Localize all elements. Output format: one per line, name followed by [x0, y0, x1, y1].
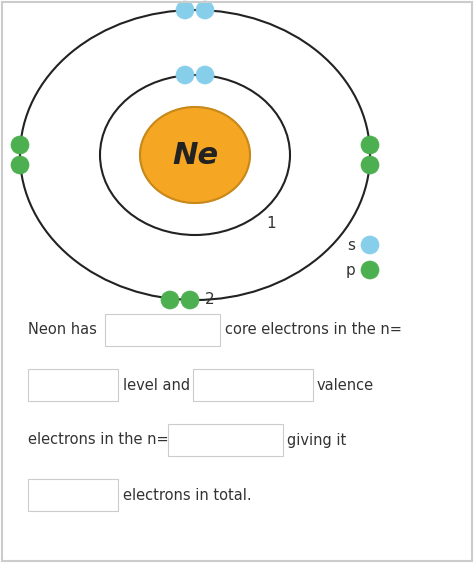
Circle shape	[361, 156, 379, 174]
Circle shape	[11, 156, 29, 174]
Text: core electrons in the n=: core electrons in the n=	[225, 323, 402, 337]
Circle shape	[181, 291, 199, 309]
Circle shape	[196, 1, 214, 19]
Text: s: s	[347, 238, 355, 252]
Text: valence: valence	[317, 378, 374, 392]
Text: Neon has: Neon has	[28, 323, 97, 337]
Text: giving it: giving it	[287, 432, 346, 448]
Text: electrons in total.: electrons in total.	[123, 488, 252, 503]
Circle shape	[11, 136, 29, 154]
Circle shape	[361, 261, 379, 279]
Text: 1: 1	[266, 216, 276, 230]
Text: Ne: Ne	[172, 141, 218, 169]
Circle shape	[176, 66, 194, 84]
Circle shape	[361, 236, 379, 254]
FancyBboxPatch shape	[193, 369, 313, 401]
Circle shape	[196, 66, 214, 84]
Text: level and: level and	[123, 378, 190, 392]
Text: electrons in the n=: electrons in the n=	[28, 432, 169, 448]
Circle shape	[176, 1, 194, 19]
Text: p: p	[345, 262, 355, 278]
FancyBboxPatch shape	[168, 424, 283, 456]
FancyBboxPatch shape	[28, 369, 118, 401]
Ellipse shape	[140, 107, 250, 203]
Circle shape	[161, 291, 179, 309]
FancyBboxPatch shape	[28, 479, 118, 511]
Text: 2: 2	[205, 293, 215, 307]
Circle shape	[361, 136, 379, 154]
FancyBboxPatch shape	[105, 314, 220, 346]
